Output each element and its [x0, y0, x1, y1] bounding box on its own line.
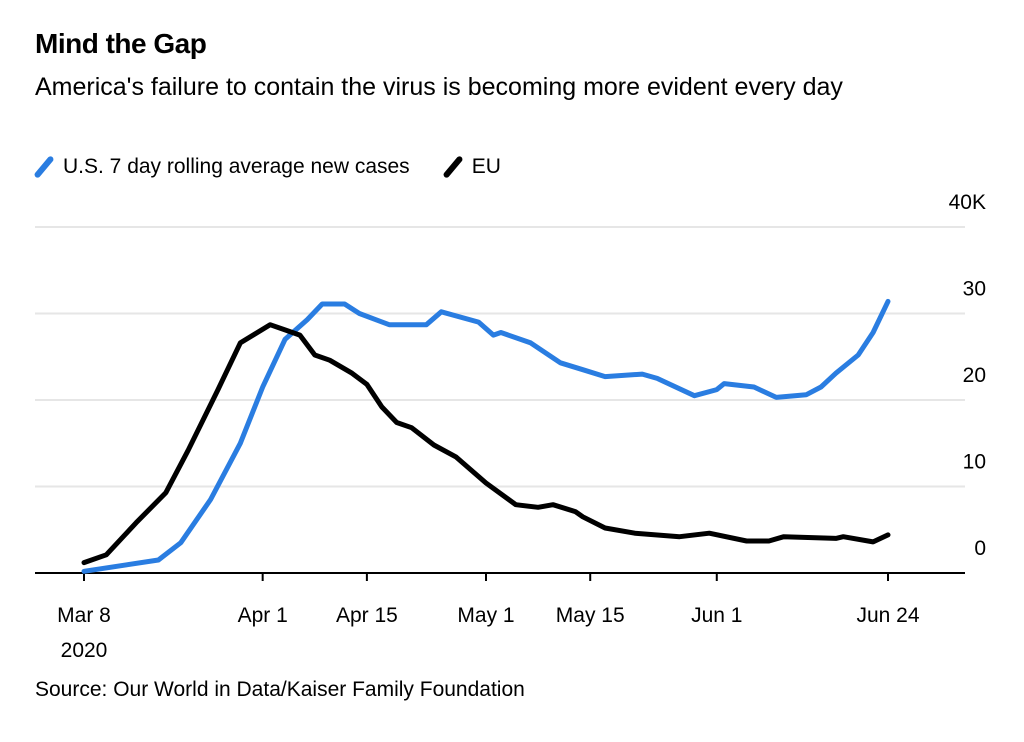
legend-label-us: U.S. 7 day rolling average new cases	[63, 155, 410, 178]
legend-label-eu: EU	[471, 155, 501, 178]
x-tick-label: Apr 15	[336, 604, 398, 627]
x-tick-label: Mar 8	[57, 604, 111, 627]
source-note: Source: Our World in Data/Kaiser Family …	[35, 678, 525, 701]
x-tick-label: May 15	[556, 604, 625, 627]
x-tick-label: Apr 1	[238, 604, 288, 627]
chart-title: Mind the Gap	[35, 28, 207, 59]
series-line-us	[81, 298, 891, 574]
y-tick-label: 40K	[949, 191, 986, 214]
y-tick-label: 30	[963, 278, 986, 301]
y-tick-label: 0	[974, 537, 986, 560]
y-tick-label: 20	[963, 364, 986, 387]
x-tick-label: May 1	[457, 604, 514, 627]
chart-subtitle: America's failure to contain the virus i…	[35, 73, 843, 101]
legend: U.S. 7 day rolling average new cases EU	[33, 154, 535, 180]
y-tick-label: 10	[963, 451, 986, 474]
series-line-eu	[81, 322, 891, 566]
x-tick-label: Jun 24	[856, 604, 919, 627]
x-tick-sublabel: 2020	[61, 639, 108, 662]
x-tick-label: Jun 1	[691, 604, 742, 627]
